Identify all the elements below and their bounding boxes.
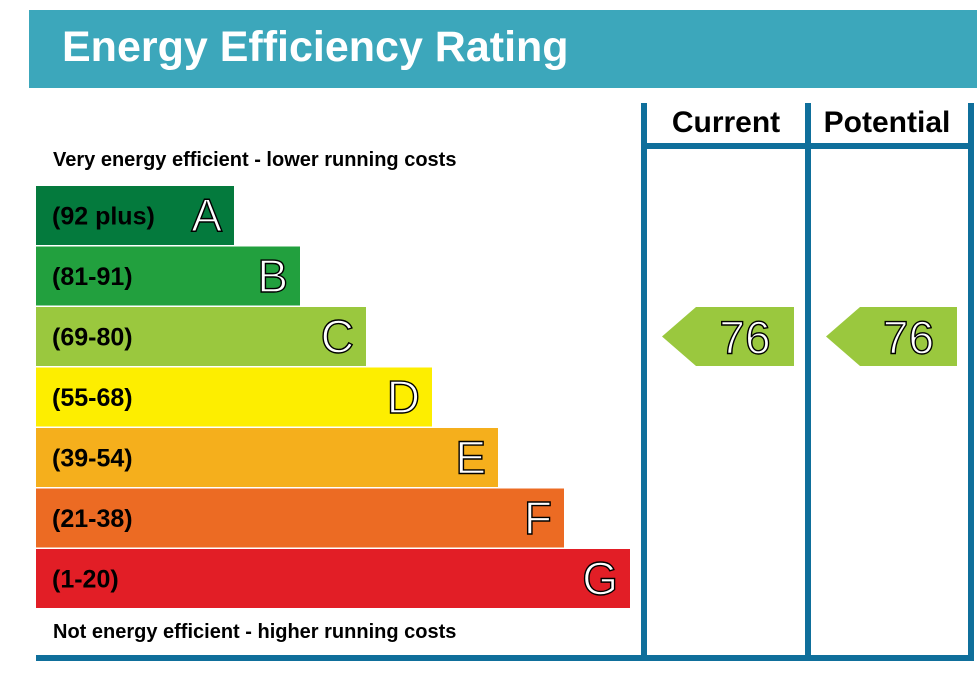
band-f [36,488,564,548]
band-range-d: (55-68) [52,384,133,412]
band-letter-a: A [191,190,222,242]
current-rating-value: 76 [719,312,770,364]
band-a [36,186,234,245]
potential-column-header: Potential [823,106,951,139]
band-range-c: (69-80) [52,324,133,352]
top-caption: Very energy efficient - lower running co… [53,149,457,171]
band-letter-d: D [387,371,420,423]
band-range-e: (39-54) [52,445,133,473]
bottom-caption: Not energy efficient - higher running co… [53,621,457,643]
band-d [36,367,432,427]
band-e [36,428,498,487]
chart-title: Energy Efficiency Rating [62,23,569,71]
band-letter-f: F [524,492,552,544]
current-column-header: Current [671,106,781,139]
band-g [36,549,630,608]
band-letter-g: G [582,553,618,605]
band-letter-e: E [455,432,486,484]
band-c [36,307,366,366]
band-range-a: (92 plus) [52,203,155,231]
band-range-g: (1-20) [52,566,119,594]
band-letter-c: C [321,311,354,363]
band-range-b: (81-91) [52,263,133,291]
title-bar [29,10,977,88]
band-b [36,246,300,306]
current-arrow [662,307,794,366]
potential-arrow [826,307,957,366]
potential-rating-value: 76 [883,312,934,364]
band-letter-b: B [257,250,288,302]
band-range-f: (21-38) [52,505,133,533]
